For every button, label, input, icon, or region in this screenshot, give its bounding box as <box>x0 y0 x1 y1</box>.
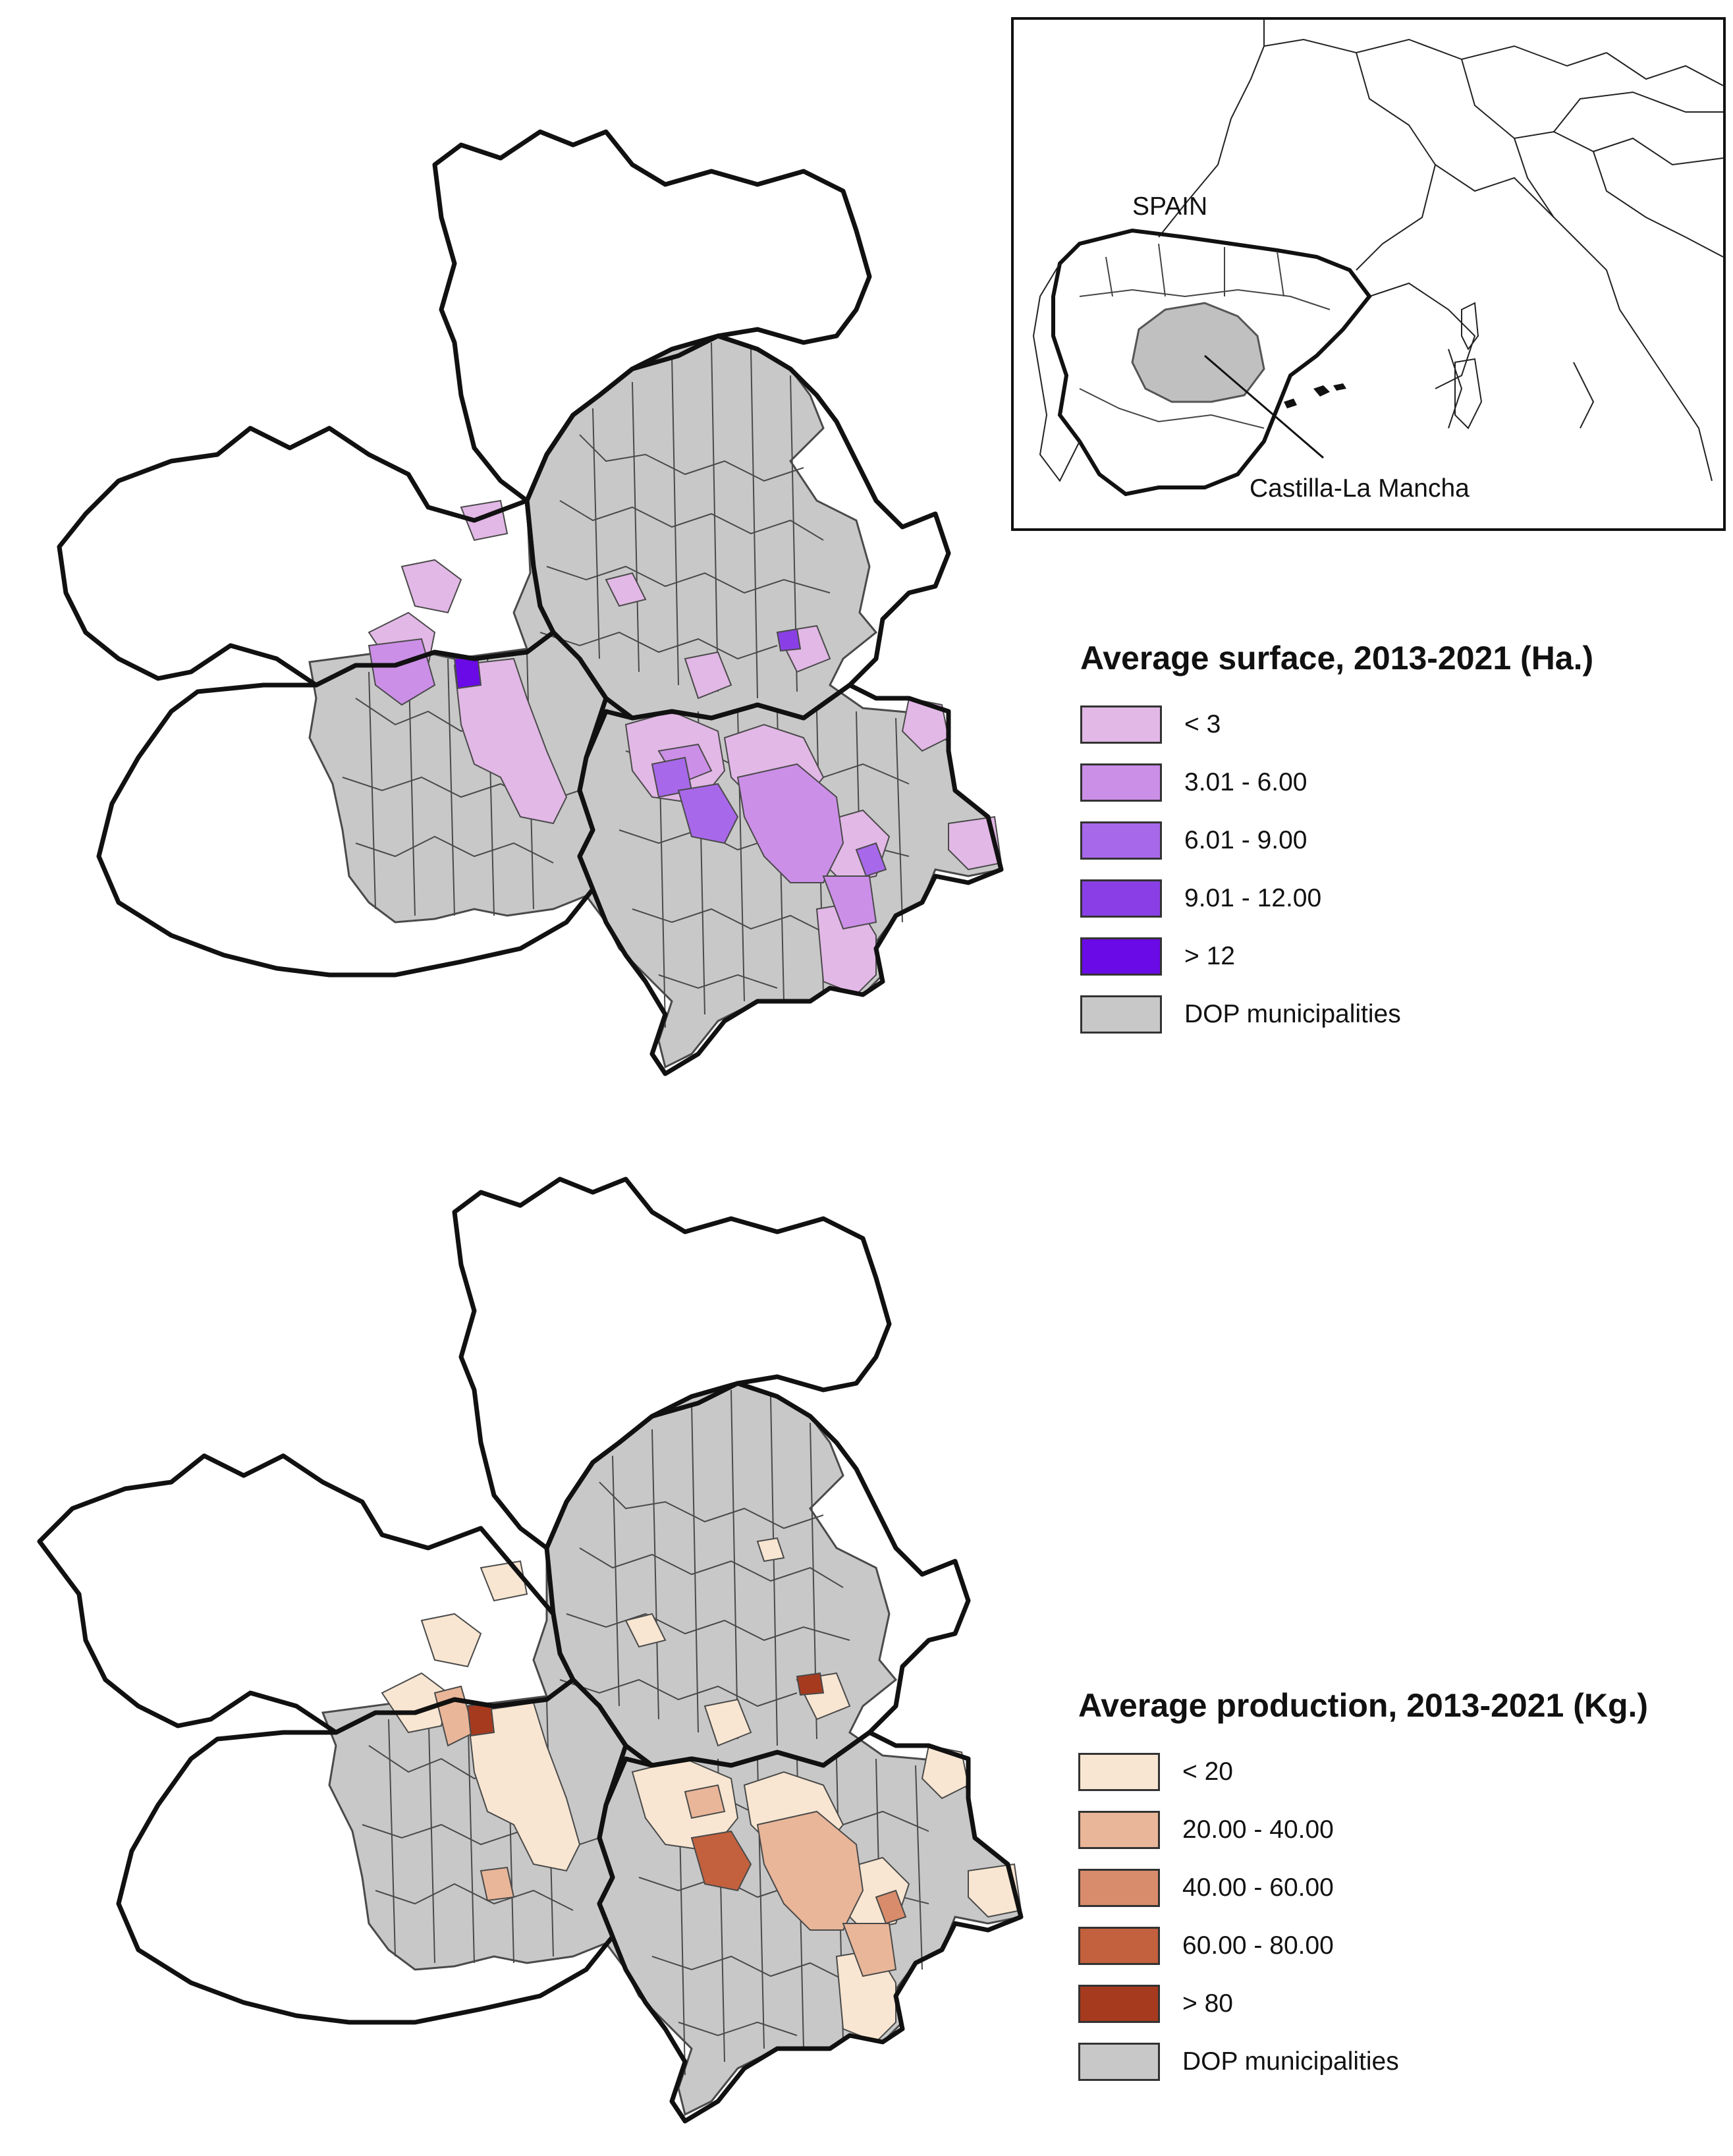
portugal-outline <box>1032 263 1080 482</box>
legend-item: 9.01 - 12.00 <box>1080 870 1593 927</box>
class-lt20-area <box>921 1744 970 1800</box>
class-lt20-area <box>480 1560 528 1602</box>
legend-item: < 20 <box>1078 1743 1648 1801</box>
class-3-6-area <box>822 875 877 930</box>
legend-swatch <box>1078 1985 1160 2023</box>
class-9-12-area <box>776 628 802 652</box>
class-3-6-area <box>736 763 844 883</box>
legend-label: < 20 <box>1182 1757 1233 1786</box>
dop-area <box>308 335 1003 1069</box>
legend-swatch <box>1078 2043 1160 2081</box>
legend-item: < 3 <box>1080 696 1593 754</box>
class-20-40-area <box>684 1784 726 1819</box>
class-6-9-area <box>677 783 739 844</box>
province-boundaries <box>57 129 1004 1076</box>
class-lt20-area <box>420 1613 482 1668</box>
legend-swatch <box>1078 1869 1160 1907</box>
class-gt80-area <box>796 1672 825 1696</box>
balearic-islands <box>1284 383 1346 408</box>
class-20-40-area <box>756 1810 864 1931</box>
legend-label: DOP municipalities <box>1182 2047 1399 2076</box>
class-lt3-area <box>684 651 732 700</box>
class-20-40-area <box>842 1923 897 1977</box>
legend-swatch <box>1080 995 1162 1034</box>
region-label: Castilla-La Mancha <box>1250 474 1470 503</box>
legend-label: 20.00 - 40.00 <box>1182 1815 1334 1844</box>
legend-swatch <box>1080 763 1162 802</box>
class-lt20-area <box>466 1701 581 1872</box>
class-lt3-area <box>453 657 568 825</box>
class-20-40-area <box>480 1866 515 1902</box>
surface-legend: Average surface, 2013-2021 (Ha.) < 3 3.0… <box>1080 639 1593 1043</box>
class-lt20-area <box>756 1537 785 1562</box>
legend-label: > 12 <box>1184 942 1235 970</box>
legend-item: > 12 <box>1080 927 1593 985</box>
legend-title: Average production, 2013-2021 (Kg.) <box>1078 1687 1649 1724</box>
corsica <box>1461 302 1479 350</box>
spanish-regions <box>1079 243 1331 429</box>
province-boundaries <box>37 1176 1024 2124</box>
legend-label: 9.01 - 12.00 <box>1184 884 1322 912</box>
locator-inset-map: SPAIN Castilla-La Mancha <box>1011 17 1726 531</box>
class-6-9-area <box>855 842 887 877</box>
legend-swatch <box>1080 879 1162 918</box>
legend-swatch <box>1078 1927 1160 1965</box>
legend-item: 6.01 - 9.00 <box>1080 812 1593 870</box>
dop-area <box>321 1382 1022 2116</box>
region-leader-line <box>1204 354 1324 459</box>
class-lt3-area <box>400 559 462 614</box>
class-60-80-area <box>690 1830 752 1892</box>
legend-item: > 80 <box>1078 1975 1648 2033</box>
legend-item: DOP municipalities <box>1080 985 1593 1043</box>
legend-swatch <box>1080 821 1162 860</box>
legend-item: 40.00 - 60.00 <box>1078 1859 1648 1917</box>
legend-item: DOP municipalities <box>1078 2033 1648 2091</box>
spain-outline <box>1051 228 1372 497</box>
class-lt20-area <box>703 1698 752 1747</box>
production-map <box>0 1120 1067 2156</box>
castilla-la-mancha-region <box>1131 302 1265 403</box>
legend-label: 6.01 - 9.00 <box>1184 826 1307 854</box>
production-legend: Average production, 2013-2021 (Kg.) < 20… <box>1078 1686 1648 2091</box>
class-lt20-area <box>624 1613 667 1648</box>
sardinia <box>1454 358 1483 429</box>
country-label: SPAIN <box>1132 192 1208 221</box>
legend-swatch <box>1080 937 1162 976</box>
legend-label: > 80 <box>1182 1989 1233 2018</box>
surface-map <box>0 0 1028 1093</box>
legend-swatch <box>1078 1811 1160 1849</box>
legend-label: 3.01 - 6.00 <box>1184 768 1307 796</box>
class-40-60-area <box>875 1889 907 1925</box>
class-lt3-area <box>605 572 647 607</box>
legend-label: < 3 <box>1184 710 1221 738</box>
legend-label: DOP municipalities <box>1184 1000 1401 1028</box>
legend-item: 20.00 - 40.00 <box>1078 1801 1648 1859</box>
legend-label: 40.00 - 60.00 <box>1182 1873 1334 1902</box>
legend-title: Average surface, 2013-2021 (Ha.) <box>1080 640 1594 677</box>
legend-label: 60.00 - 80.00 <box>1182 1931 1334 1960</box>
country-borders <box>1158 20 1723 482</box>
legend-swatch <box>1080 705 1162 744</box>
legend-item: 3.01 - 6.00 <box>1080 754 1593 812</box>
legend-item: 60.00 - 80.00 <box>1078 1917 1648 1975</box>
legend-swatch <box>1078 1753 1160 1791</box>
class-lt3-area <box>901 697 950 752</box>
